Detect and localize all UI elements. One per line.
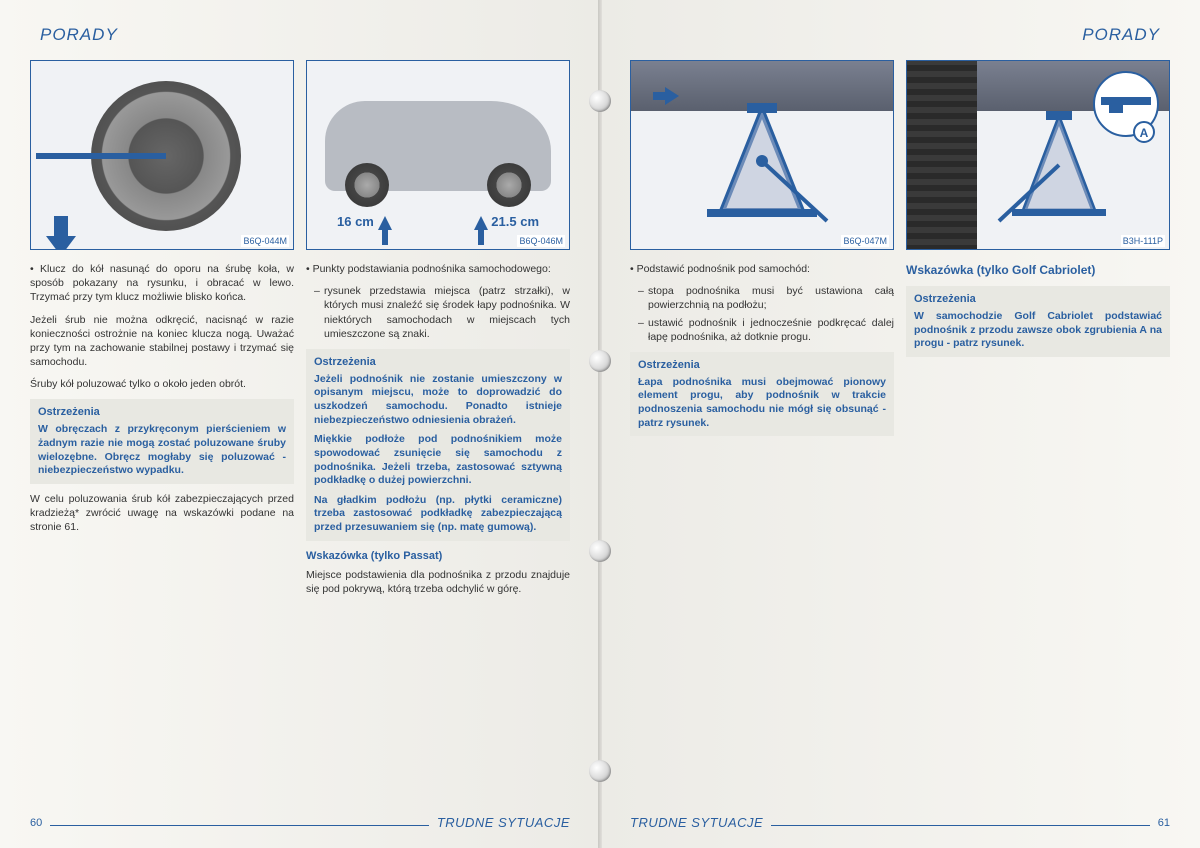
col1-p3: Śruby kół poluzować tylko o około jeden … [30,377,294,391]
col2-p1: • Punkty podstawiania podnośnika samocho… [306,262,570,276]
col1-warning: Ostrzeżenia W obręczach z przykręconym p… [30,399,294,483]
rwarn-text: Łapa podnośnika musi obejmować pionowy e… [638,376,886,431]
footer-title-right: TRUDNE SYTUACJE [630,815,763,830]
left-footer: 60 TRUDNE SYTUACJE [30,815,570,830]
rwarn-title2: Ostrzeżenia [914,292,1162,307]
rwarn-title: Ostrzeżenia [638,358,886,373]
fig-label-3: B6Q-047M [841,235,889,247]
rcol1-li1: stopa podnośnika musi być ustawiona całą… [638,284,894,312]
figure-jack-1: B6Q-047M [630,60,894,250]
rcol1-li2: ustawić podnośnik i jednocześnie podkręc… [638,316,894,344]
right-header: PORADY [630,25,1170,45]
left-page: PORADY B6Q-044M • Klucz do kół nasunąć d… [0,0,600,848]
binder-hole [589,760,611,782]
hint-title: Wskazówka (tylko Passat) [306,549,570,564]
right-content: B6Q-047M • Podstawić podnośnik pod samoc… [630,60,1170,444]
fig-label-1: B6Q-044M [241,235,289,247]
col2-list: rysunek przedstawia miejsca (patrz strza… [306,284,570,341]
binder-hole [589,90,611,112]
left-header: PORADY [30,25,570,45]
figure-jack-2: A B3H-111P [906,60,1170,250]
rcol1-p1: • Podstawić podnośnik pod samochód: [630,262,894,276]
col1-p1: • Klucz do kół nasunąć do oporu na śrubę… [30,262,294,305]
warn-t2: Miękkie podłoże pod podnośnikiem może sp… [314,433,562,488]
figure-wheel-wrench: B6Q-044M [30,60,294,250]
rcol1-warning: Ostrzeżenia Łapa podnośnika musi obejmow… [630,352,894,436]
rcol1-list: stopa podnośnika musi być ustawiona całą… [630,284,894,344]
right-footer: TRUDNE SYTUACJE 61 [630,815,1170,830]
left-col1: B6Q-044M • Klucz do kół nasunąć do oporu… [30,60,294,604]
dim-21cm: 21.5 cm [491,214,539,229]
right-col2: A B3H-111P Wskazówka (tylko Golf Cabriol… [906,60,1170,444]
fig-label-4: B3H-111P [1121,235,1165,247]
col1-p4: W celu poluzowania śrub kół zabezpieczaj… [30,492,294,535]
fig-label-2: B6Q-046M [517,235,565,247]
page-num-60: 60 [30,817,42,829]
col2-warning: Ostrzeżenia Jeżeli podnośnik nie zostani… [306,349,570,541]
dim-16cm: 16 cm [337,214,374,229]
rcol2-hint-title: Wskazówka (tylko Golf Cabriolet) [906,262,1170,278]
warn-t3: Na gładkim podłożu (np. płytki ceramiczn… [314,494,562,535]
binder-hole [589,540,611,562]
binder-hole [589,350,611,372]
page-num-61: 61 [1158,817,1170,829]
footer-title-left: TRUDNE SYTUACJE [437,815,570,830]
warn-title: Ostrzeżenia [38,405,286,420]
rcol2-warning: Ostrzeżenia W samochodzie Golf Cabriolet… [906,286,1170,357]
jack-icon [687,101,837,231]
col2-li1: rysunek przedstawia miejsca (patrz strza… [314,284,570,341]
rwarn-text2: W samochodzie Golf Cabriolet podstawiać … [914,310,1162,351]
figure-car-points: 16 cm 21.5 cm B6Q-046M [306,60,570,250]
right-page: PORADY B6Q-047M [600,0,1200,848]
left-content: B6Q-044M • Klucz do kół nasunąć do oporu… [30,60,570,604]
warn-t1: Jeżeli podnośnik nie zostanie umieszczon… [314,373,562,428]
warn-title2: Ostrzeżenia [314,355,562,370]
callout-a: A [1133,121,1155,143]
book-spine [598,0,602,848]
right-col1: B6Q-047M • Podstawić podnośnik pod samoc… [630,60,894,444]
warn-text: W obręczach z przykręconym pierścieniem … [38,423,286,478]
hint-text: Miejsce podstawienia dla podnośnika z pr… [306,568,570,596]
col1-p2: Jeżeli śrub nie można odkręcić, nacisnąć… [30,313,294,370]
left-col2: 16 cm 21.5 cm B6Q-046M • Punkty podstawi… [306,60,570,604]
